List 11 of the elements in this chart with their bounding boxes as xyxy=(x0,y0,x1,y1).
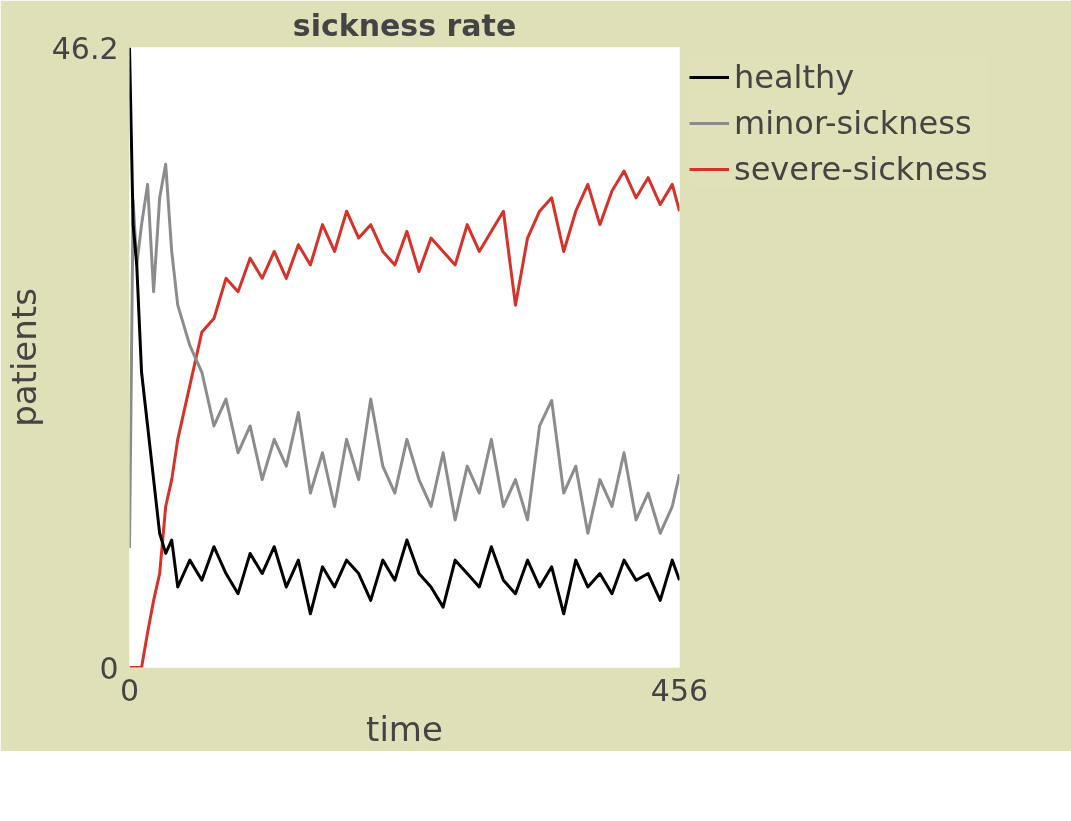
chart-title: sickness rate xyxy=(292,7,517,43)
x-axis-title: time xyxy=(366,708,443,749)
y-tick-label: 46.2 xyxy=(51,30,119,66)
legend-label: healthy xyxy=(734,58,855,96)
line-series xyxy=(129,169,680,668)
line-series xyxy=(129,162,680,550)
y-axis-title: patients xyxy=(3,288,44,427)
x-tick-label: 456 xyxy=(650,672,709,708)
legend-label: minor-sickness xyxy=(734,104,972,142)
line-series xyxy=(129,47,680,616)
legend-label: severe-sickness xyxy=(734,150,988,188)
